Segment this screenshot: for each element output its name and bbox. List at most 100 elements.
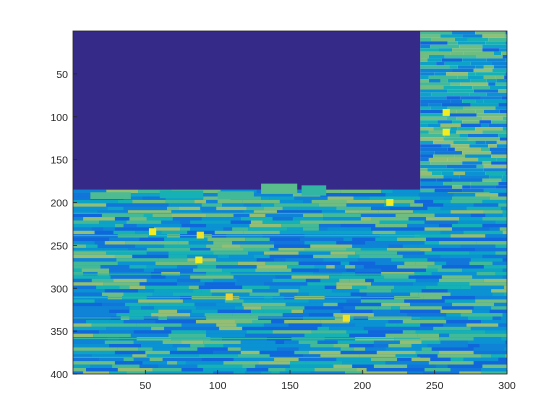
heatmap-cell bbox=[420, 55, 429, 59]
heatmap-cell bbox=[106, 251, 147, 255]
heatmap-cell bbox=[431, 247, 476, 252]
heatmap-cell bbox=[476, 241, 507, 245]
heatmap-cell bbox=[233, 357, 275, 362]
heatmap-cell bbox=[475, 65, 484, 69]
heatmap-cell bbox=[100, 265, 130, 269]
heatmap-cell bbox=[407, 364, 437, 368]
heatmap-cell bbox=[420, 58, 428, 62]
heatmap-cell bbox=[436, 178, 453, 182]
heatmap-cell bbox=[371, 357, 398, 362]
heatmap-cell bbox=[433, 140, 454, 145]
heatmap-cell bbox=[305, 278, 321, 283]
heatmap-cell bbox=[272, 278, 306, 283]
heatmap-cell bbox=[363, 326, 389, 331]
heatmap-cell bbox=[263, 251, 299, 255]
heatmap-cell bbox=[136, 323, 182, 327]
heatmap-cell bbox=[262, 199, 280, 204]
heatmap-cell bbox=[483, 210, 503, 214]
heatmap-cell bbox=[397, 265, 428, 269]
heatmap-cell bbox=[275, 340, 285, 344]
heatmap-cell bbox=[352, 364, 374, 368]
heatmap-cell bbox=[456, 130, 483, 134]
heatmap-cell bbox=[250, 309, 264, 314]
heatmap-cell bbox=[282, 206, 302, 211]
heatmap-cell bbox=[414, 271, 432, 276]
heatmap-cell bbox=[274, 357, 299, 362]
heatmap-cell bbox=[441, 58, 463, 62]
heatmap-cell bbox=[441, 171, 454, 176]
heatmap-cell bbox=[486, 58, 506, 62]
heatmap-cell bbox=[327, 196, 354, 200]
heatmap-cell bbox=[460, 123, 481, 128]
heatmap-cell bbox=[433, 154, 455, 158]
heatmap-cell bbox=[349, 261, 376, 266]
heatmap-cell bbox=[201, 289, 211, 293]
heatmap-cell bbox=[504, 285, 507, 290]
heatmap-cell bbox=[133, 340, 163, 344]
heatmap-cell bbox=[152, 292, 173, 296]
heatmap-cell bbox=[297, 292, 309, 296]
heatmap-cell bbox=[129, 265, 147, 269]
heatmap-cell bbox=[73, 340, 105, 344]
heatmap-cell bbox=[129, 285, 146, 290]
heatmap-cell bbox=[129, 309, 159, 314]
heatmap-cell bbox=[453, 168, 484, 172]
heatmap-cell bbox=[466, 206, 502, 211]
heatmap-cell bbox=[73, 309, 110, 314]
heatmap-cell bbox=[222, 203, 244, 207]
heatmap-cell bbox=[317, 340, 338, 344]
heatmap-cell bbox=[443, 323, 467, 327]
heatmap-cell bbox=[360, 299, 386, 303]
heatmap-cell bbox=[441, 265, 484, 269]
heatmap-cell bbox=[190, 227, 224, 231]
heatmap-cell bbox=[420, 106, 431, 110]
heatmap-cell bbox=[323, 258, 358, 262]
heatmap-cell bbox=[317, 326, 330, 331]
heatmap-cell bbox=[346, 268, 356, 272]
heatmap-cell bbox=[104, 340, 134, 344]
heatmap-cell bbox=[274, 244, 311, 248]
heatmap-cell bbox=[489, 196, 507, 200]
heatmap-cell bbox=[504, 75, 507, 80]
heatmap-cell bbox=[171, 213, 207, 218]
heatmap-cell bbox=[479, 120, 492, 124]
heatmap-cell bbox=[73, 323, 92, 327]
heatmap-cell bbox=[104, 241, 126, 245]
heatmap-cell bbox=[446, 116, 457, 121]
heatmap-cell bbox=[411, 196, 421, 200]
heatmap-cell bbox=[440, 254, 461, 259]
heatmap-cell bbox=[97, 210, 128, 214]
heatmap-cell bbox=[375, 237, 398, 242]
heatmap-cell bbox=[294, 350, 309, 355]
heatmap-cell bbox=[450, 234, 486, 238]
heatmap-cell bbox=[470, 185, 496, 189]
heatmap-cell bbox=[420, 161, 431, 165]
heatmap-cell bbox=[359, 210, 379, 214]
heatmap-cell bbox=[463, 106, 496, 110]
heatmap-cell bbox=[287, 265, 315, 269]
heatmap-cell bbox=[440, 340, 468, 344]
heatmap-cell bbox=[485, 203, 499, 207]
heatmap-cell bbox=[482, 178, 502, 182]
heatmap-cell bbox=[217, 191, 254, 200]
heatmap-cell bbox=[444, 316, 468, 320]
heatmap-cell bbox=[505, 58, 507, 62]
heatmap-cell bbox=[483, 99, 507, 104]
heatmap-cell bbox=[256, 258, 275, 262]
heatmap-cell bbox=[178, 206, 201, 211]
heatmap-cell bbox=[372, 230, 396, 235]
heatmap-cell bbox=[420, 116, 447, 121]
heatmap-cell bbox=[420, 51, 451, 56]
heatmap-cell bbox=[408, 217, 426, 221]
heatmap-cell bbox=[489, 85, 507, 90]
heatmap-cell bbox=[388, 244, 403, 248]
heatmap-cell bbox=[223, 343, 267, 348]
heatmap-cell bbox=[138, 289, 155, 293]
heatmap-cell bbox=[415, 278, 440, 283]
heatmap-cell bbox=[424, 251, 470, 255]
heatmap-cell bbox=[250, 220, 263, 224]
heatmap-cell bbox=[229, 254, 254, 259]
heatmap-cell bbox=[73, 261, 118, 266]
heatmap-cell bbox=[373, 313, 408, 317]
heatmap-cell bbox=[204, 282, 236, 286]
